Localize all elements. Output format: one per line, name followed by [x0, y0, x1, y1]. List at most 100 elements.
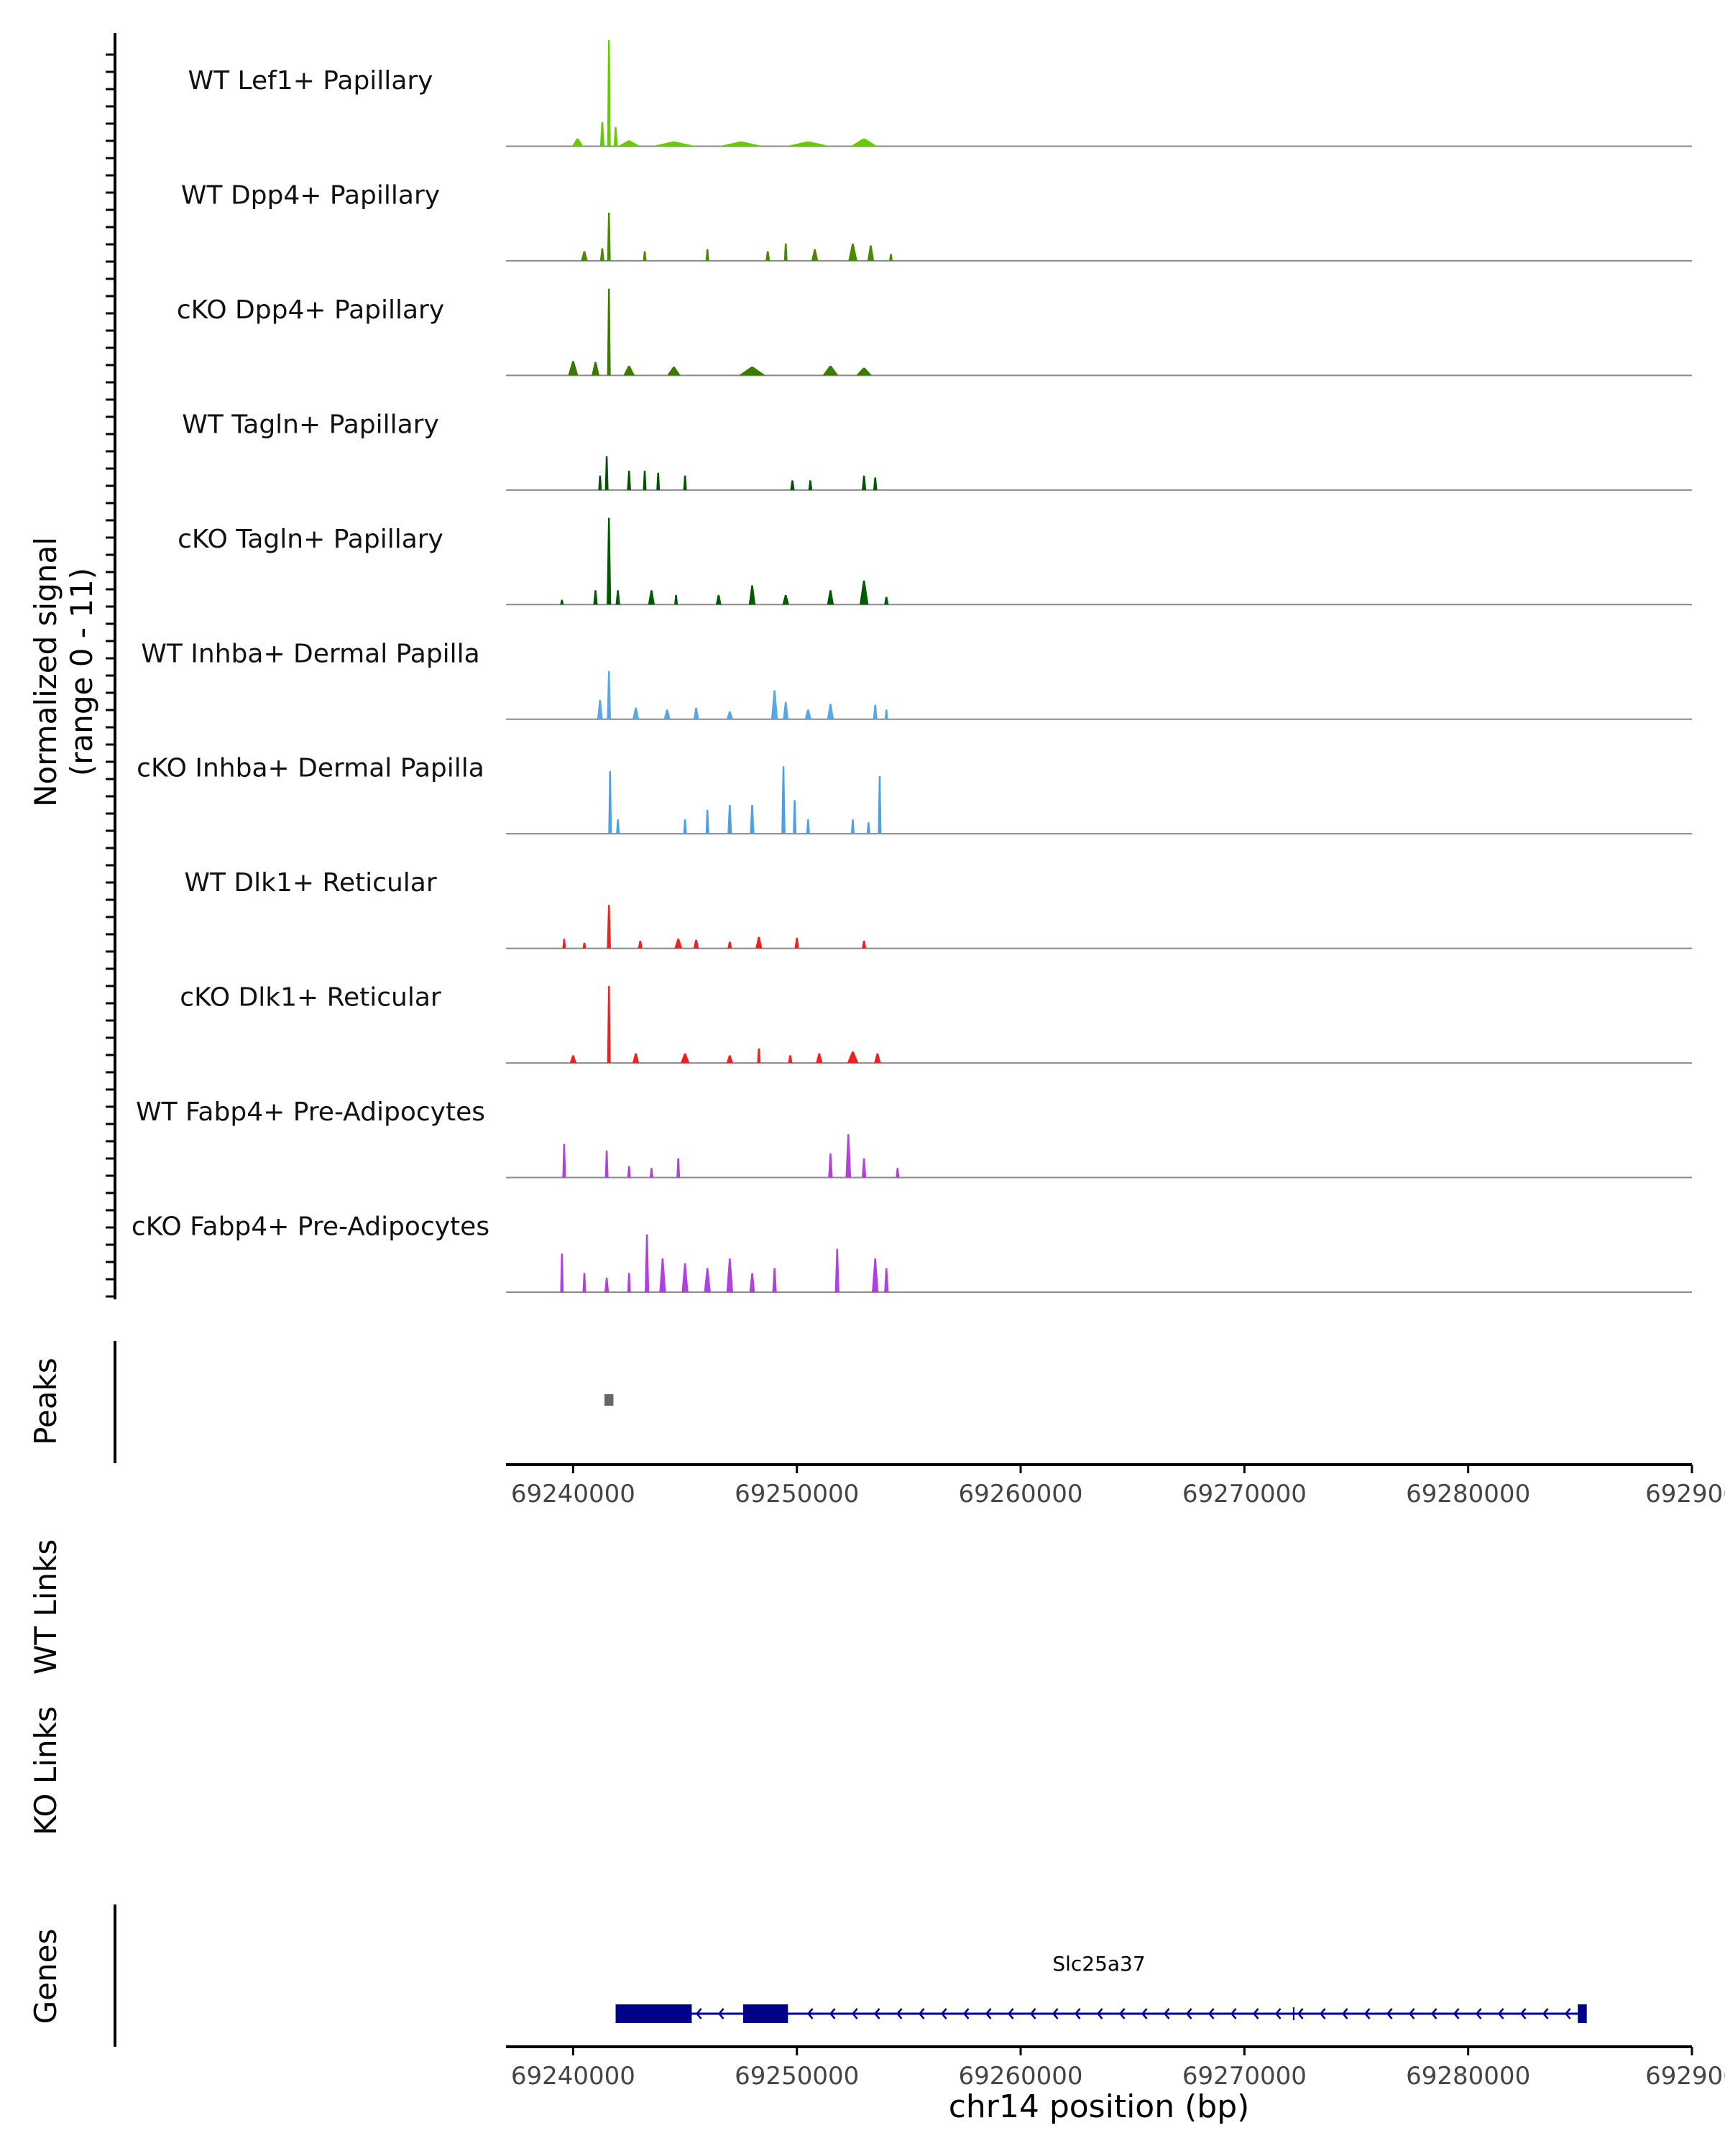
signal-peak	[607, 517, 612, 605]
track-label: cKO Dlk1+ Reticular	[180, 983, 441, 1013]
strand-arrow	[873, 2008, 880, 2019]
track-label: cKO Tagln+ Papillary	[178, 525, 443, 554]
signal-peak	[582, 1273, 586, 1292]
wt-links-label: WT Links	[28, 1539, 63, 1674]
strand-arrow	[962, 2008, 970, 2019]
signal-peak	[884, 596, 889, 605]
signal-peak	[607, 40, 611, 147]
signal-peak	[783, 701, 788, 719]
signal-peak	[757, 1049, 761, 1064]
signal-peak	[627, 1166, 631, 1178]
strand-arrow	[1185, 2008, 1192, 2019]
signal-peak	[808, 480, 813, 490]
strand-arrow	[1519, 2008, 1527, 2019]
signal-peak	[651, 141, 696, 147]
strand-arrow	[1319, 2008, 1326, 2019]
strand-arrow	[1475, 2008, 1482, 2019]
signal-peak	[568, 361, 579, 376]
signal-peak	[648, 590, 655, 605]
signal-peak	[828, 1153, 833, 1178]
signal-peak	[811, 249, 819, 261]
signal-peak	[582, 942, 586, 949]
signal-peak	[748, 585, 756, 605]
x-axis-bottom-tick-label: 69270000	[1182, 2062, 1307, 2091]
signal-peak	[827, 704, 834, 719]
strand-arrow	[695, 2008, 702, 2019]
signal-peak	[592, 361, 599, 376]
signal-peak	[848, 243, 857, 261]
x-axis-bottom-tick-label: 69250000	[735, 2062, 859, 2091]
signal-peak	[616, 819, 620, 834]
signal-peak	[850, 138, 878, 147]
gene-exon	[615, 2004, 692, 2023]
signal-peak	[649, 1168, 653, 1178]
signal-peak	[765, 251, 770, 261]
signal-peak	[562, 1143, 566, 1178]
signal-peak	[727, 941, 732, 949]
strand-arrow	[1408, 2008, 1415, 2019]
track-label: cKO Dpp4+ Papillary	[177, 295, 444, 325]
track-label: WT Inhba+ Dermal Papilla	[141, 639, 479, 668]
signal-peak	[862, 1158, 867, 1178]
signal-peak	[851, 819, 855, 834]
x-axis-bottom-tick-label: 69260000	[959, 2062, 1083, 2091]
signal-peak	[884, 709, 888, 719]
x-axis-bottom-tick-label: 69240000	[511, 2062, 635, 2091]
signal-peak	[581, 251, 588, 261]
track-label: WT Tagln+ Papillary	[182, 410, 439, 439]
signal-peak	[867, 245, 875, 261]
strand-arrow	[896, 2008, 903, 2019]
signal-y-ticks	[106, 53, 115, 1298]
signal-peak	[786, 141, 831, 147]
signal-peak	[788, 1055, 793, 1064]
strand-arrow	[1297, 2008, 1304, 2019]
signal-peak	[783, 243, 788, 261]
signal-peak	[738, 367, 766, 376]
strand-arrow	[1007, 2008, 1014, 2019]
track-label: WT Fabp4+ Pre-Adipocytes	[136, 1097, 485, 1127]
x-axis-bottom-tick-label: 69280000	[1406, 2062, 1530, 2091]
signal-peak	[598, 475, 602, 490]
signal-peak	[872, 1258, 879, 1292]
strand-arrow	[829, 2008, 836, 2019]
signal-y-label-line1: Normalized signal	[28, 537, 63, 807]
strand-arrow	[1208, 2008, 1215, 2019]
signal-peak	[859, 580, 869, 605]
track-3: cKO Dpp4+ Papillary	[177, 288, 1692, 377]
signal-peak	[834, 1248, 840, 1292]
signal-peak	[862, 940, 867, 949]
strand-arrow	[940, 2008, 947, 2019]
signal-peak	[607, 212, 611, 261]
track-8: WT Dlk1+ Reticular	[184, 868, 1692, 949]
signal-peak	[866, 822, 870, 834]
signal-peak	[782, 594, 789, 605]
signal-peak	[704, 1268, 711, 1292]
track-10: WT Fabp4+ Pre-Adipocytes	[136, 1097, 1692, 1179]
signal-peak	[726, 711, 733, 719]
signal-peak	[571, 138, 584, 147]
signal-peak	[604, 456, 609, 490]
strand-arrow	[1029, 2008, 1036, 2019]
signal-peak	[615, 590, 620, 605]
gene-exon	[1578, 2004, 1587, 2023]
signal-peak	[599, 121, 604, 147]
peaks-regions	[604, 1394, 614, 1406]
strand-arrow	[1252, 2008, 1259, 2019]
signal-peak	[607, 905, 611, 949]
signal-peak	[874, 1053, 881, 1064]
genes-track-label: Genes	[28, 1929, 63, 2024]
signal-peak	[793, 800, 797, 834]
signal-peak	[607, 671, 611, 719]
signal-peak	[878, 775, 882, 834]
signal-peak	[593, 590, 598, 605]
signal-peak	[683, 819, 687, 834]
signal-peak	[862, 475, 867, 490]
track-label: WT Lef1+ Papillary	[188, 66, 433, 96]
signal-peak	[607, 985, 611, 1064]
signal-peak	[804, 709, 811, 719]
x-axis-title: chr14 position (bp)	[949, 2088, 1250, 2125]
signal-peak	[656, 472, 661, 490]
strand-arrow	[806, 2008, 814, 2019]
signal-peak	[718, 141, 763, 147]
signal-peak	[693, 707, 699, 719]
